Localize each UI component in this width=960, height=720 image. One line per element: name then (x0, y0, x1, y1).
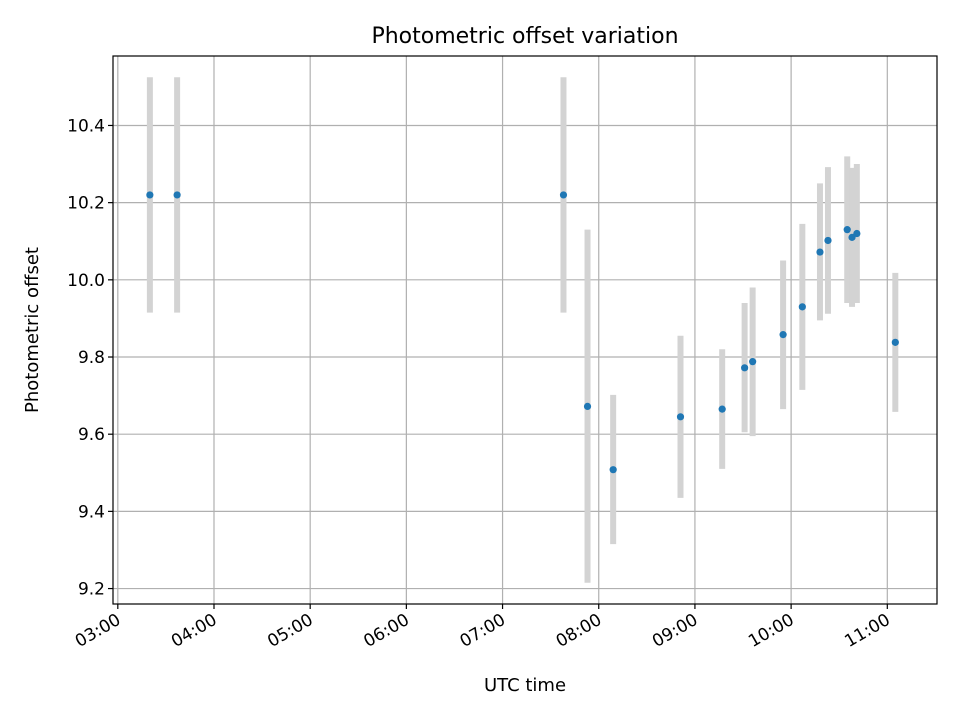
data-point (848, 233, 856, 241)
data-point (824, 236, 832, 245)
y-tick-label: 9.8 (78, 348, 105, 368)
x-tick-label: 04:00 (168, 610, 220, 652)
y-tick-label: 10.4 (67, 116, 105, 136)
data-point (718, 405, 726, 413)
plot-frame (112, 55, 938, 605)
x-tick-label: 03:00 (72, 610, 124, 652)
data-point (816, 248, 824, 256)
data-point (891, 338, 899, 346)
grid (113, 56, 937, 604)
x-tick-label: 05:00 (264, 610, 316, 652)
y-tick-label: 10.2 (67, 194, 105, 214)
y-tick-label: 9.2 (78, 580, 105, 600)
data-point (583, 402, 592, 411)
data-point (173, 191, 181, 199)
data-point (798, 303, 806, 311)
y-tick-label: 9.6 (78, 425, 105, 445)
data-point (676, 413, 685, 421)
data-point (559, 191, 568, 199)
x-tick-label: 09:00 (649, 610, 701, 652)
x-axis-label: UTC time (484, 675, 566, 696)
x-axis: 03:00 04:00 05:00 06:00 07:00 08:00 09:00 10:00… (72, 604, 894, 652)
error-bars (146, 77, 899, 583)
data-point (741, 364, 749, 372)
y-tick-label: 10.0 (67, 271, 105, 291)
data-point (146, 191, 154, 199)
x-tick-label: 06:00 (360, 610, 412, 652)
y-axis: 9.2 9.4 9.6 9.8 10.0 10.2 10.4 (67, 116, 113, 600)
x-tick-label: 08:00 (553, 610, 605, 652)
x-tick-label: 07:00 (457, 610, 509, 652)
x-tick-label: 11:00 (841, 610, 893, 652)
data-point (779, 331, 787, 339)
y-tick-label: 9.4 (78, 502, 105, 522)
data-point (843, 226, 851, 234)
y-axis-label: Photometric offset (22, 247, 43, 413)
data-point (609, 466, 617, 474)
data-point (749, 358, 757, 366)
data-points (146, 191, 899, 474)
data-point (853, 229, 861, 238)
x-tick-label: 10:00 (745, 610, 797, 652)
chart-title: Photometric offset variation (371, 24, 678, 49)
